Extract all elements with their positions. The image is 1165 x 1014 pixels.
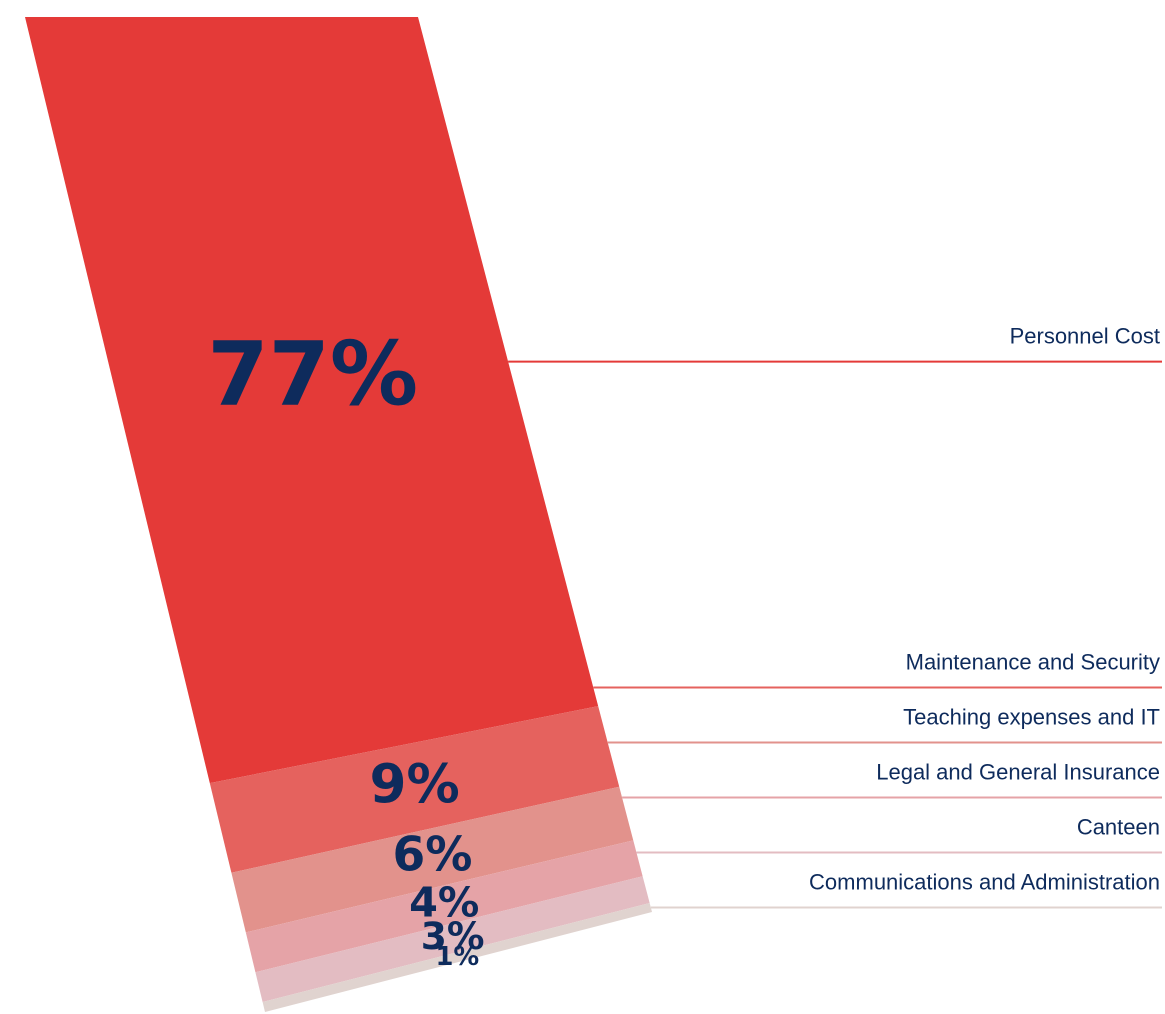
bar-segment [231, 786, 634, 933]
data-label: 6% [392, 828, 472, 883]
data-label: 77% [207, 323, 418, 426]
bar-segment [25, 17, 599, 784]
category-label: Teaching expenses and IT [903, 705, 1160, 730]
data-label: 3% [421, 914, 485, 958]
bar-segment [245, 840, 643, 973]
category-label: Personnel Cost [1010, 324, 1160, 349]
bar-segment [209, 706, 620, 873]
category-label: Legal and General Insurance [876, 760, 1160, 785]
bar-segment [255, 876, 650, 1003]
data-label: 9% [370, 753, 460, 815]
category-label: Canteen [1077, 815, 1160, 840]
bar-segment [262, 903, 652, 1012]
category-label: Communications and Administration [809, 870, 1160, 895]
category-label: Maintenance and Security [906, 650, 1160, 675]
data-label: 1% [435, 942, 479, 972]
data-label: 4% [409, 878, 479, 926]
